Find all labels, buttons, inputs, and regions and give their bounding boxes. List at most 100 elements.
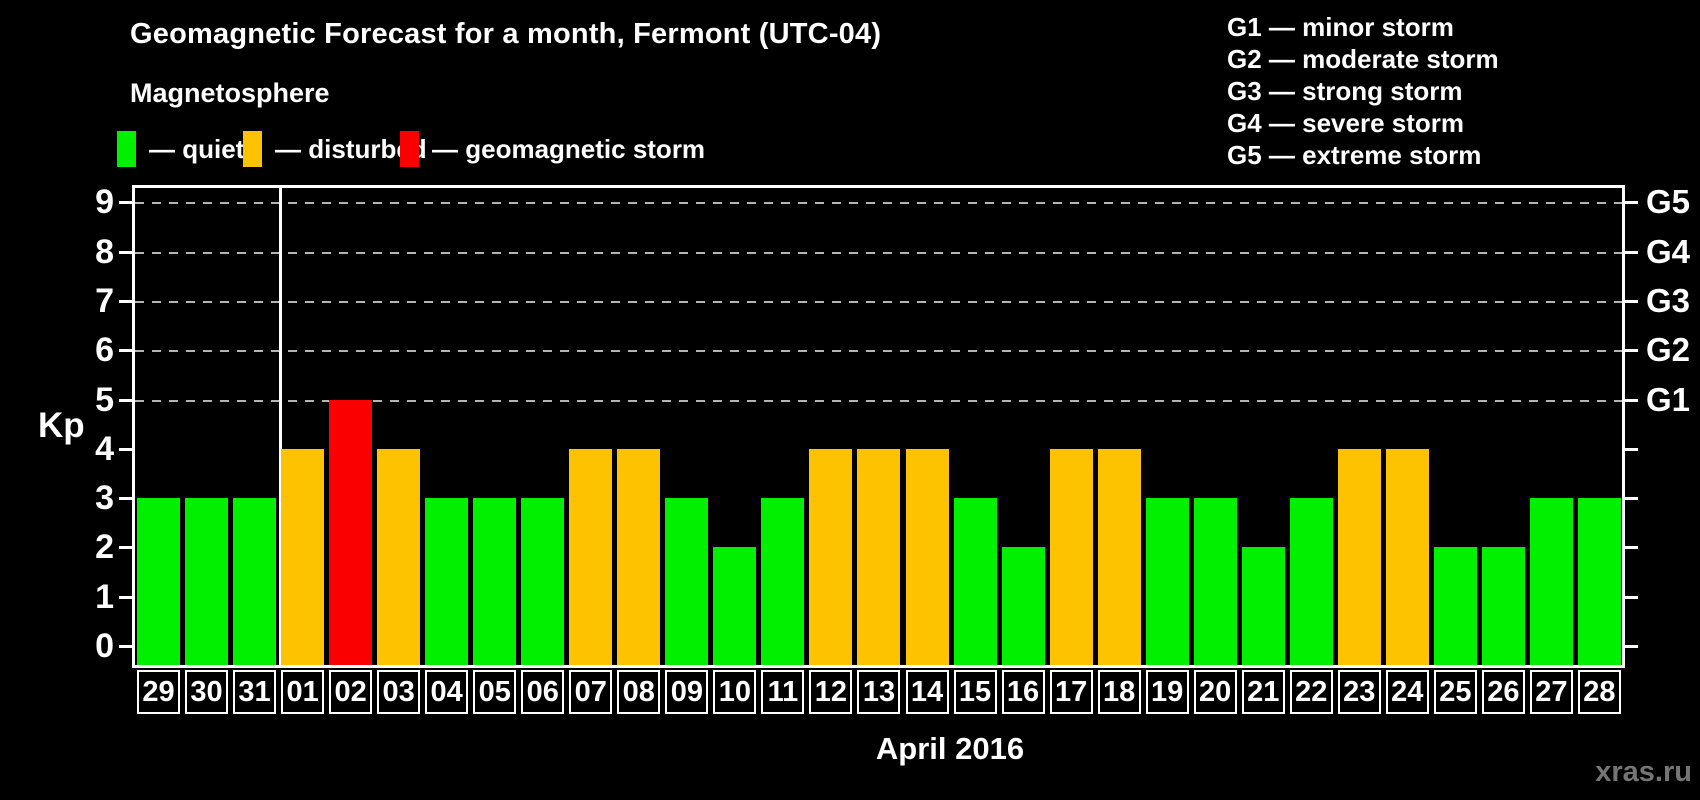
g-legend-line: G5 — extreme storm [1227,140,1482,170]
day-label-03: 03 [377,670,421,714]
kp-bar-day-09 [665,498,709,665]
day-label-16: 16 [1001,670,1045,714]
kp-tick-label-8: 8 [95,232,114,271]
month-divider-line [279,188,282,665]
g-tick-label-g5: G5 [1646,183,1691,221]
disturbed-color-swatch [243,131,262,167]
kp-bar-day-24 [1385,448,1429,665]
watermark: xras.ru [1595,756,1692,788]
legend-item-quiet: — quiet [117,131,244,167]
left-tick-kp-9 [119,201,132,205]
kp-bar-day-01 [281,448,325,665]
g-scale-legend: G1 — minor storm G2 — moderate storm G3 — … [1227,11,1499,171]
gridline-kp-7 [135,300,1622,303]
kp-bar-day-15 [953,498,997,665]
day-labels-row: 29 30 31 01 02 03 04 05 06 07 08 09 10 11 12 13 14 15 16 17… [137,670,1621,714]
left-tick-kp-4 [119,447,132,451]
chart-subtitle: Magnetosphere [130,78,330,108]
kp-bar-day-28 [1577,498,1621,665]
day-label-27: 27 [1529,670,1573,714]
kp-bar-day-04 [425,498,469,665]
kp-bar-day-05 [473,498,517,665]
g-legend-line: G4 — severe storm [1227,108,1465,138]
day-label-14: 14 [905,670,949,714]
kp-tick-label-5: 5 [95,380,114,419]
day-label-25: 25 [1433,670,1477,714]
day-label-05: 05 [473,670,517,714]
kp-bar-day-21 [1241,547,1285,665]
right-tick-kp-4 [1625,447,1638,451]
day-label-20: 20 [1193,670,1237,714]
gridline-kp-9 [135,202,1622,205]
storm-color-swatch [400,131,419,167]
legend-item-storm: — geomagnetic storm [400,131,705,167]
kp-bar-day-06 [521,498,565,665]
kp-tick-label-2: 2 [95,528,114,567]
right-tick-kp-6 [1625,349,1638,353]
right-tick-kp-0 [1625,645,1638,648]
legend-item-label: — geomagnetic storm [432,134,706,164]
right-tick-kp-1 [1625,595,1638,599]
day-label-26: 26 [1481,670,1525,714]
chart-title: Geomagnetic Forecast for a month, Fermon… [130,18,882,50]
kp-bar-day-26 [1481,547,1525,665]
day-label-13: 13 [857,670,901,714]
kp-tick-label-1: 1 [95,577,114,616]
day-label-01: 01 [281,670,325,714]
kp-bar-day-16 [1001,547,1045,665]
day-label-02: 02 [329,670,373,714]
g-tick-label-g4: G4 [1646,232,1691,270]
left-tick-kp-5 [119,398,132,402]
day-label-30: 30 [185,670,229,714]
kp-tick-label-7: 7 [95,281,114,320]
day-label-23: 23 [1337,670,1381,714]
kp-bar-day-18 [1097,448,1141,665]
day-label-10: 10 [713,670,757,714]
kp-tick-label-3: 3 [95,479,114,518]
right-tick-kp-5 [1625,398,1638,402]
g-tick-label-g1: G1 [1646,380,1691,418]
kp-tick-label-4: 4 [95,429,114,468]
day-label-19: 19 [1145,670,1189,714]
day-label-31: 31 [233,670,277,714]
left-tick-kp-1 [119,595,132,599]
kp-bar-day-07 [569,448,613,665]
day-label-17: 17 [1049,670,1093,714]
g-tick-label-g2: G2 [1646,331,1691,369]
left-tick-kp-6 [119,349,132,353]
day-label-15: 15 [953,670,997,714]
gridline-kp-6 [135,350,1622,353]
kp-bar-day-11 [761,498,805,665]
right-tick-kp-2 [1625,546,1638,550]
right-tick-kp-8 [1625,250,1638,254]
kp-bar-day-29 [137,498,180,665]
day-label-29: 29 [137,670,180,714]
right-tick-kp-7 [1625,299,1638,303]
left-tick-kp-3 [119,497,132,501]
kp-bar-day-30 [185,498,229,665]
day-label-21: 21 [1241,670,1285,714]
kp-bar-day-02 [329,399,373,665]
left-tick-kp-8 [119,250,132,254]
day-label-24: 24 [1385,670,1429,714]
right-tick-kp-9 [1625,201,1638,205]
g-legend-line: G1 — minor storm [1227,12,1454,42]
right-tick-kp-3 [1625,497,1638,501]
left-tick-kp-0 [119,645,132,648]
left-tick-kp-7 [119,299,132,303]
kp-tick-label-6: 6 [95,331,114,370]
kp-bar-day-19 [1145,498,1189,665]
kp-bar-day-23 [1337,448,1381,665]
kp-bar-day-12 [809,448,853,665]
g-legend-line: G2 — moderate storm [1227,44,1499,74]
kp-tick-label-0: 0 [95,627,114,665]
x-axis-title: April 2016 [875,731,1025,766]
kp-bar-day-22 [1289,498,1333,665]
day-label-22: 22 [1289,670,1333,714]
kp-bar-day-10 [713,547,757,665]
g-tick-label-g3: G3 [1646,281,1691,319]
kp-bar-day-25 [1433,547,1477,665]
day-label-09: 09 [665,670,709,714]
kp-bar-day-31 [233,498,277,665]
kp-bar-day-20 [1193,498,1237,665]
